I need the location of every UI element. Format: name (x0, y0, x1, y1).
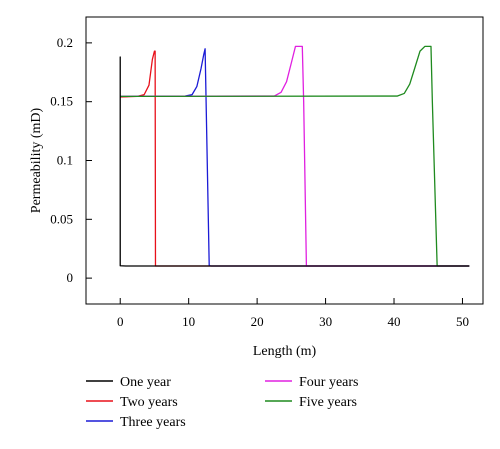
legend: One year Two years Three years Four years Fi… (86, 375, 359, 430)
plot-frame (85, 16, 484, 305)
series-line-five-years (120, 45, 470, 267)
legend-label-four-years: Four years (299, 375, 359, 390)
x-axis-title: Length (m) (253, 344, 317, 359)
x-tick-label: 10 (182, 314, 195, 329)
legend-label-two-years: Two years (120, 395, 178, 410)
y-tick-label: 0.05 (50, 211, 73, 226)
x-tick-label: 30 (319, 314, 332, 329)
x-tick-label: 20 (251, 314, 264, 329)
y-axis-ticks: 0 0.05 0.1 0.15 0.2 (50, 35, 92, 285)
y-tick-label: 0.1 (57, 153, 73, 168)
x-tick-label: 50 (456, 314, 469, 329)
series-lines (119, 45, 470, 267)
x-axis-ticks: 0 10 20 30 40 50 (117, 298, 469, 329)
x-tick-label: 0 (117, 314, 124, 329)
y-tick-label: 0.15 (50, 94, 73, 109)
series-line-two-years (120, 50, 470, 267)
series-line-three-years (120, 48, 470, 267)
y-axis-title: Permeability (mD) (29, 107, 44, 213)
y-tick-label: 0 (67, 270, 74, 285)
legend-label-three-years: Three years (120, 415, 186, 430)
series-line-one-year (119, 56, 470, 267)
legend-label-one-year: One year (120, 375, 171, 390)
series-line-four-years (120, 45, 470, 267)
x-tick-label: 40 (388, 314, 401, 329)
legend-label-five-years: Five years (299, 395, 357, 410)
y-tick-label: 0.2 (57, 35, 73, 50)
